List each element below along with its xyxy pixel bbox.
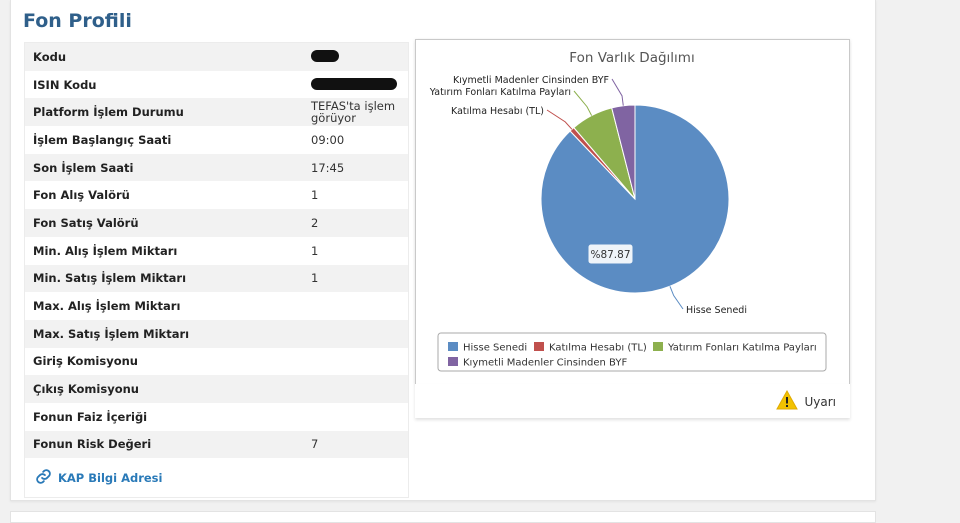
info-row: Max. Alış İşlem Miktarı (25, 292, 408, 320)
info-label: Max. Satış İşlem Miktarı (33, 326, 190, 341)
info-row: Çıkış Komisyonu (25, 375, 408, 403)
info-label: Çıkış Komisyonu (33, 382, 139, 397)
info-value (303, 292, 408, 320)
info-value (303, 375, 408, 403)
info-label: Fonun Faiz İçeriği (33, 409, 148, 424)
slice-label: Kıymetli Madenler Cinsinden BYF (453, 75, 609, 86)
info-value (303, 403, 408, 431)
info-label: Giriş Komisyonu (33, 354, 138, 369)
info-row: Max. Satış İşlem Miktarı (25, 319, 408, 348)
legend-swatch[interactable] (653, 342, 663, 351)
slice-value-label: %87.87 (590, 249, 630, 261)
info-value: TEFAS'ta işlem görüyor (311, 99, 396, 126)
info-row: Son İşlem Saati 17:45 (25, 153, 408, 182)
asset-allocation-chart: Fon Varlık Dağılımı Hisse Senedi Katılma … (415, 39, 850, 385)
info-row: Kodu (25, 43, 408, 71)
info-row: Fonun Faiz İçeriği (25, 403, 408, 431)
warning-label: Uyarı (804, 394, 836, 409)
value-label-box (587, 243, 634, 265)
info-value: 1 (311, 188, 319, 203)
legend-swatch[interactable] (534, 342, 544, 351)
info-value (303, 320, 408, 348)
info-row: Platform İşlem Durumu TEFAS'ta işlem görü… (25, 98, 408, 127)
info-label: Min. Satış İşlem Miktarı (33, 271, 187, 286)
fund-info-table-container: Kodu ISIN Kodu Platform İşlem Durumu TEFAS'… (24, 42, 409, 498)
slice-leader-line (573, 90, 593, 116)
info-value (303, 71, 408, 99)
redacted-value (311, 49, 339, 62)
fund-info-table: Kodu ISIN Kodu Platform İşlem Durumu TEFAS'… (25, 43, 408, 459)
next-panel-edge (10, 511, 876, 523)
info-row: İşlem Başlangıç Saati 09:00 (25, 126, 408, 154)
info-label: İşlem Başlangıç Saati (33, 132, 172, 147)
info-label: Fon Satış Valörü (33, 215, 139, 230)
info-row: ISIN Kodu (25, 71, 408, 99)
chart-title: Fon Varlık Dağılımı (569, 50, 694, 66)
legend-item-label[interactable]: Katılma Hesabı (TL) (549, 343, 647, 354)
info-value: 1 (311, 243, 319, 258)
slice-leader-line (669, 286, 684, 310)
info-label: Min. Alış İşlem Miktarı (33, 243, 178, 258)
info-value (303, 348, 408, 376)
pie-slice[interactable] (611, 104, 636, 200)
info-label: Fon Alış Valörü (33, 188, 130, 203)
info-value: 7 (311, 437, 319, 452)
slice-label: Yatırım Fonları Katılma Payları (429, 87, 571, 98)
legend-item-label[interactable]: Yatırım Fonları Katılma Payları (667, 343, 817, 354)
warning-button[interactable]: Uyarı (776, 389, 836, 413)
kap-link[interactable]: KAP Bilgi Adresi (35, 468, 162, 488)
slice-leader-line (546, 109, 573, 130)
info-row: Fon Satış Valörü 2 (25, 209, 408, 237)
info-row: Min. Alış İşlem Miktarı 1 (25, 237, 408, 265)
page-title: Fon Profili (23, 10, 132, 32)
slice-label: Katılma Hesabı (TL) (451, 106, 544, 117)
slice-leader-line (611, 78, 624, 106)
info-label: Fonun Risk Değeri (33, 437, 152, 452)
legend-item-label[interactable]: Kıymetli Madenler Cinsinden BYF (463, 358, 627, 369)
info-label: Platform İşlem Durumu (33, 105, 184, 120)
slice-label: Hisse Senedi (686, 305, 747, 316)
legend-swatch[interactable] (448, 357, 458, 366)
warning-bar: Uyarı (415, 384, 850, 418)
info-row: Fon Alış Valörü 1 (25, 181, 408, 209)
info-value: 09:00 (311, 132, 345, 147)
info-label: Kodu (33, 49, 67, 64)
fund-profile-panel: Fon Profili Kodu ISIN Kodu Platform İşlem … (10, 0, 876, 501)
redacted-value (311, 77, 397, 90)
info-row: Fonun Risk Değeri 7 (25, 430, 408, 459)
legend-item-label[interactable]: Hisse Senedi (463, 343, 527, 354)
info-row: Giriş Komisyonu (25, 348, 408, 376)
pie-chart-svg: Fon Varlık Dağılımı Hisse Senedi Katılma … (429, 50, 827, 372)
info-label: Son İşlem Saati (33, 160, 134, 175)
info-row: Min. Satış İşlem Miktarı 1 (25, 264, 408, 293)
info-value: 1 (311, 271, 319, 286)
legend-swatch[interactable] (448, 342, 458, 351)
info-label: Max. Alış İşlem Miktarı (33, 299, 181, 314)
info-value: 2 (311, 215, 319, 230)
kap-link-label: KAP Bilgi Adresi (58, 471, 163, 485)
info-value (303, 43, 408, 71)
link-icon (35, 468, 52, 488)
warning-icon (776, 389, 799, 413)
info-label: ISIN Kodu (33, 77, 97, 92)
info-value: 17:45 (311, 160, 345, 175)
